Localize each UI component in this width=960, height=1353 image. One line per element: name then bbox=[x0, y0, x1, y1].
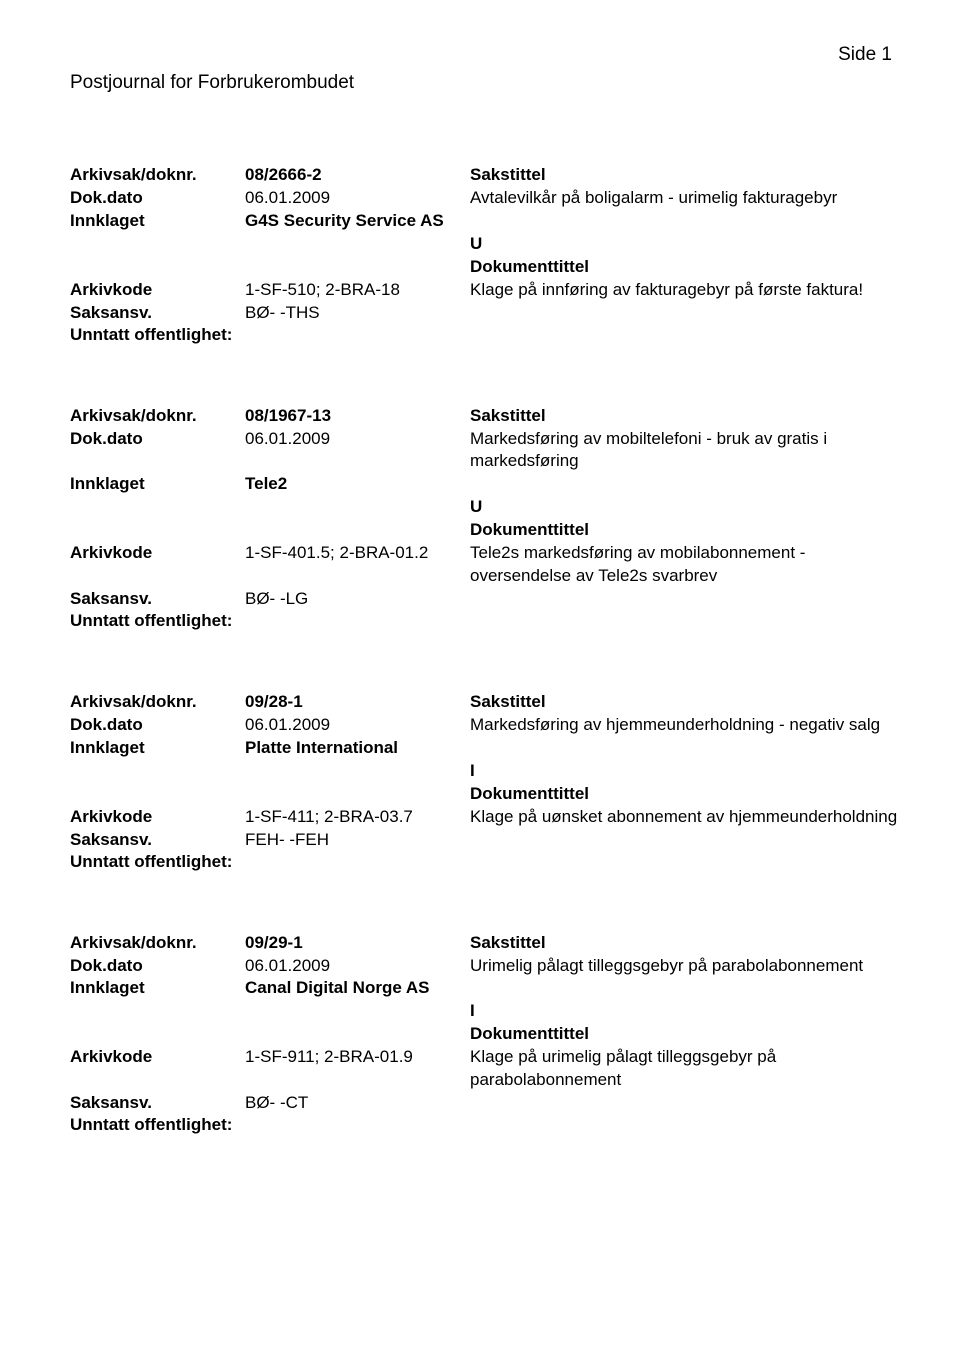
value-arkivkode: 1-SF-401.5; 2-BRA-01.2 bbox=[245, 542, 470, 565]
value-innklaget: G4S Security Service AS bbox=[245, 210, 470, 233]
label-saksansv: Saksansv. bbox=[70, 302, 245, 325]
label-dokdato: Dok.dato bbox=[70, 714, 245, 737]
label-arkivsak: Arkivsak/doknr. bbox=[70, 405, 245, 428]
value-sakstittel: Urimelig pålagt tilleggsgebyr på parabol… bbox=[470, 955, 900, 978]
label-dokumenttittel: Dokumenttittel bbox=[470, 783, 900, 806]
journal-entry: Arkivsak/doknr. 08/1967-13 Sakstittel Do… bbox=[70, 405, 900, 631]
label-dokumenttittel: Dokumenttittel bbox=[470, 256, 900, 279]
label-arkivsak: Arkivsak/doknr. bbox=[70, 164, 245, 187]
label-innklaget: Innklaget bbox=[70, 210, 245, 233]
label-innklaget: Innklaget bbox=[70, 473, 245, 496]
label-arkivsak: Arkivsak/doknr. bbox=[70, 691, 245, 714]
label-arkivkode: Arkivkode bbox=[70, 279, 245, 302]
label-unntatt: Unntatt offentlighet: bbox=[70, 852, 900, 872]
value-innklaget: Tele2 bbox=[245, 473, 470, 496]
value-sakstittel: Markedsføring av mobiltelefoni - bruk av… bbox=[470, 428, 900, 474]
value-arkivsak: 09/28-1 bbox=[245, 691, 470, 714]
page: Side 1 Postjournal for Forbrukerombudet … bbox=[0, 0, 960, 1353]
value-dokdato: 06.01.2009 bbox=[245, 714, 470, 737]
label-dokdato: Dok.dato bbox=[70, 428, 245, 451]
label-dokumenttittel: Dokumenttittel bbox=[470, 519, 900, 542]
value-saksansv: FEH- -FEH bbox=[245, 829, 470, 852]
value-dokumenttittel: Tele2s markedsføring av mobilabonnement … bbox=[470, 542, 900, 588]
label-saksansv: Saksansv. bbox=[70, 1092, 245, 1115]
value-dokdato: 06.01.2009 bbox=[245, 955, 470, 978]
value-doctype: I bbox=[470, 760, 900, 783]
value-innklaget: Platte International bbox=[245, 737, 470, 760]
value-arkivsak: 08/2666-2 bbox=[245, 164, 470, 187]
value-arkivkode: 1-SF-911; 2-BRA-01.9 bbox=[245, 1046, 470, 1069]
value-innklaget: Canal Digital Norge AS bbox=[245, 977, 470, 1000]
label-saksansv: Saksansv. bbox=[70, 829, 245, 852]
label-arkivsak: Arkivsak/doknr. bbox=[70, 932, 245, 955]
page-number: Side 1 bbox=[838, 44, 892, 66]
label-unntatt: Unntatt offentlighet: bbox=[70, 325, 900, 345]
value-arkivkode: 1-SF-510; 2-BRA-18 bbox=[245, 279, 470, 302]
value-doctype: U bbox=[470, 496, 900, 519]
value-doctype: U bbox=[470, 233, 900, 256]
value-sakstittel: Avtalevilkår på boligalarm - urimelig fa… bbox=[470, 187, 900, 210]
value-arkivsak: 08/1967-13 bbox=[245, 405, 470, 428]
journal-entry: Arkivsak/doknr. 09/28-1 Sakstittel Dok.d… bbox=[70, 691, 900, 872]
value-sakstittel: Markedsføring av hjemmeunderholdning - n… bbox=[470, 714, 900, 737]
value-arkivkode: 1-SF-411; 2-BRA-03.7 bbox=[245, 806, 470, 829]
value-saksansv: BØ- -THS bbox=[245, 302, 470, 325]
label-dokumenttittel: Dokumenttittel bbox=[470, 1023, 900, 1046]
label-sakstittel: Sakstittel bbox=[470, 405, 900, 428]
value-dokumenttittel: Klage på uønsket abonnement av hjemmeund… bbox=[470, 806, 900, 829]
label-innklaget: Innklaget bbox=[70, 737, 245, 760]
label-dokdato: Dok.dato bbox=[70, 187, 245, 210]
value-doctype: I bbox=[470, 1000, 900, 1023]
value-dokumenttittel: Klage på innføring av fakturagebyr på fø… bbox=[470, 279, 900, 302]
label-sakstittel: Sakstittel bbox=[470, 932, 900, 955]
label-arkivkode: Arkivkode bbox=[70, 1046, 245, 1069]
value-dokdato: 06.01.2009 bbox=[245, 428, 470, 451]
label-sakstittel: Sakstittel bbox=[470, 691, 900, 714]
value-dokdato: 06.01.2009 bbox=[245, 187, 470, 210]
journal-entry: Arkivsak/doknr. 08/2666-2 Sakstittel Dok… bbox=[70, 164, 900, 345]
label-arkivkode: Arkivkode bbox=[70, 806, 245, 829]
value-saksansv: BØ- -CT bbox=[245, 1092, 470, 1115]
label-dokdato: Dok.dato bbox=[70, 955, 245, 978]
value-dokumenttittel: Klage på urimelig pålagt tilleggsgebyr p… bbox=[470, 1046, 900, 1092]
value-arkivsak: 09/29-1 bbox=[245, 932, 470, 955]
label-sakstittel: Sakstittel bbox=[470, 164, 900, 187]
label-saksansv: Saksansv. bbox=[70, 588, 245, 611]
label-innklaget: Innklaget bbox=[70, 977, 245, 1000]
journal-entry: Arkivsak/doknr. 09/29-1 Sakstittel Dok.d… bbox=[70, 932, 900, 1136]
label-unntatt: Unntatt offentlighet: bbox=[70, 611, 900, 631]
label-arkivkode: Arkivkode bbox=[70, 542, 245, 565]
journal-title: Postjournal for Forbrukerombudet bbox=[70, 72, 900, 94]
label-unntatt: Unntatt offentlighet: bbox=[70, 1115, 900, 1135]
value-saksansv: BØ- -LG bbox=[245, 588, 470, 611]
